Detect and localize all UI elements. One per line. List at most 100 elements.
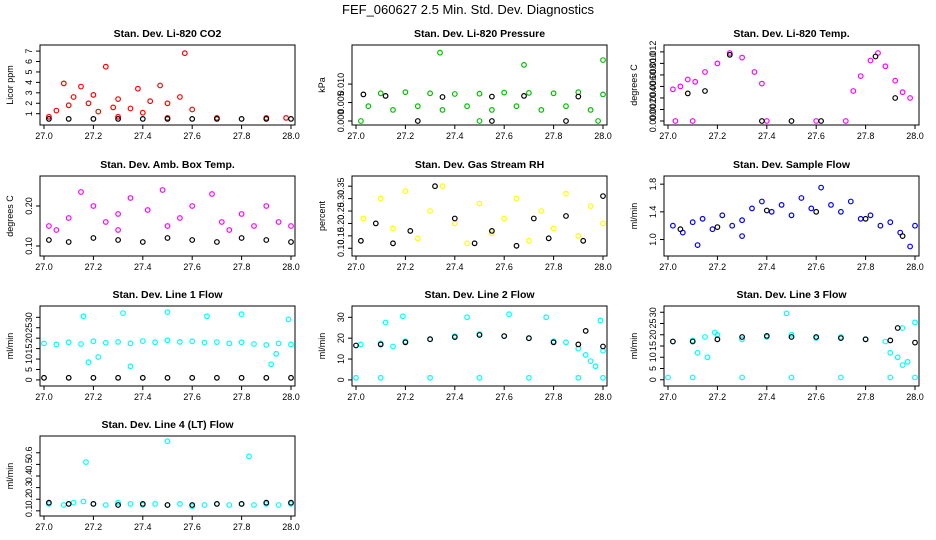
data-point-cyan (665, 374, 671, 381)
data-point-cyan (251, 341, 257, 347)
data-point-blue (788, 212, 795, 219)
data-point-black (432, 183, 438, 190)
data-point-magenta (275, 219, 282, 225)
data-point-cyan (152, 501, 159, 507)
data-point-black (213, 374, 220, 381)
data-point-cyan (53, 341, 60, 348)
data-point-black (46, 237, 52, 243)
data-point-magenta (263, 203, 270, 209)
data-point-blue (768, 208, 775, 215)
data-point-black (489, 227, 495, 234)
x-tick-label: 28.0 (906, 262, 924, 272)
data-point-magenta (689, 118, 696, 124)
chart-panel-p10: Stan. Dev. Line 4 (LT) Flow ml/min 27.0 27.… (5, 419, 300, 532)
data-point-yellow (427, 208, 434, 214)
data-point-red (157, 82, 164, 89)
data-point-black (139, 115, 146, 122)
data-point-black (90, 235, 97, 241)
y-tick-label: 3 (24, 90, 34, 95)
data-point-green (377, 90, 384, 97)
x-tick-label: 27.2 (397, 392, 415, 402)
y-tick-label: 0.20 (336, 215, 346, 233)
data-point-cyan (176, 339, 183, 345)
y-tick-label: 0.15 (336, 227, 346, 245)
data-point-green (427, 90, 434, 97)
y-tick-label: 0.006 (648, 75, 658, 98)
x-tick-label: 27.4 (446, 131, 464, 141)
data-point-black (451, 215, 458, 222)
x-tick-label: 28.0 (282, 262, 300, 272)
data-point-blue (828, 201, 834, 208)
data-point-black (575, 93, 582, 100)
data-point-cyan (739, 374, 745, 381)
data-point-cyan (582, 352, 589, 358)
x-tick-label: 27.4 (134, 262, 152, 272)
data-point-red (181, 50, 188, 57)
data-point-black (670, 338, 676, 345)
data-point-blue (912, 222, 918, 229)
data-point-black (65, 115, 72, 122)
data-point-black (526, 335, 532, 342)
data-point-blue (709, 226, 716, 233)
data-point-blue (838, 208, 844, 215)
data-point-red (176, 94, 183, 100)
x-tick-label: 27.2 (85, 262, 103, 272)
y-tick-label: 0.5 (24, 458, 34, 471)
x-tick-label: 27.8 (233, 522, 251, 532)
data-point-yellow (390, 225, 396, 232)
x-tick-label: 27.6 (183, 262, 201, 272)
data-point-black (46, 115, 52, 122)
data-point-black (360, 91, 367, 98)
data-point-black (813, 208, 820, 215)
data-point-red (78, 83, 84, 90)
y-tick-label: 4 (24, 80, 34, 85)
data-point-black (288, 115, 294, 122)
data-point-black (164, 374, 171, 381)
x-tick-label: 27.0 (35, 522, 53, 532)
data-point-magenta (899, 89, 906, 96)
data-point-red (189, 106, 196, 113)
data-point-cyan (783, 310, 790, 317)
data-point-cyan (912, 319, 918, 326)
data-point-magenta (739, 54, 745, 61)
x-tick-label: 27.2 (709, 392, 727, 402)
data-point-black (513, 242, 520, 249)
chart-title: Stan. Dev. Line 1 Flow (112, 289, 223, 301)
y-axis-label: ml/min (5, 463, 15, 490)
y-tick-label: 30 (24, 312, 34, 322)
y-axis-label: ml/min (629, 333, 639, 360)
data-point-yellow (451, 220, 458, 227)
chart-panel-p2: Stan. Dev. Li-820 Pressure kPa 27.0 27.2 27.… (317, 28, 612, 141)
data-point-yellow (464, 240, 471, 247)
data-point-red (53, 107, 60, 114)
y-tick-label: 0.004 (648, 87, 658, 110)
x-tick-label: 27.4 (134, 131, 152, 141)
data-point-black (476, 332, 483, 338)
data-point-red (95, 108, 102, 115)
data-point-black (164, 502, 171, 508)
data-point-magenta (702, 69, 708, 75)
y-tick-label: 0.35 (336, 177, 346, 195)
data-point-red (134, 85, 141, 92)
data-point-cyan (887, 349, 894, 356)
x-tick-label: 27.0 (659, 262, 677, 272)
chart-panel-p6: Stan. Dev. Sample Flow ml/min 27.0 27.2 27.4… (629, 159, 924, 272)
y-tick-label: 5 (24, 69, 34, 74)
data-point-magenta (164, 223, 171, 229)
data-point-magenta (159, 187, 166, 193)
data-point-cyan (164, 309, 171, 316)
y-tick-label: 0.30 (336, 190, 346, 208)
y-tick-label: 0.4 (24, 470, 34, 483)
data-point-black (139, 239, 146, 245)
data-point-cyan (788, 331, 795, 338)
data-point-cyan (273, 350, 280, 357)
data-point-green (526, 89, 532, 96)
data-point-black (139, 501, 146, 507)
data-point-blue (818, 184, 824, 191)
data-point-magenta (102, 219, 109, 225)
data-point-magenta (692, 78, 699, 85)
data-point-black (115, 237, 121, 243)
data-point-green (501, 89, 508, 96)
data-point-cyan (41, 340, 47, 347)
data-point-cyan (201, 502, 208, 508)
